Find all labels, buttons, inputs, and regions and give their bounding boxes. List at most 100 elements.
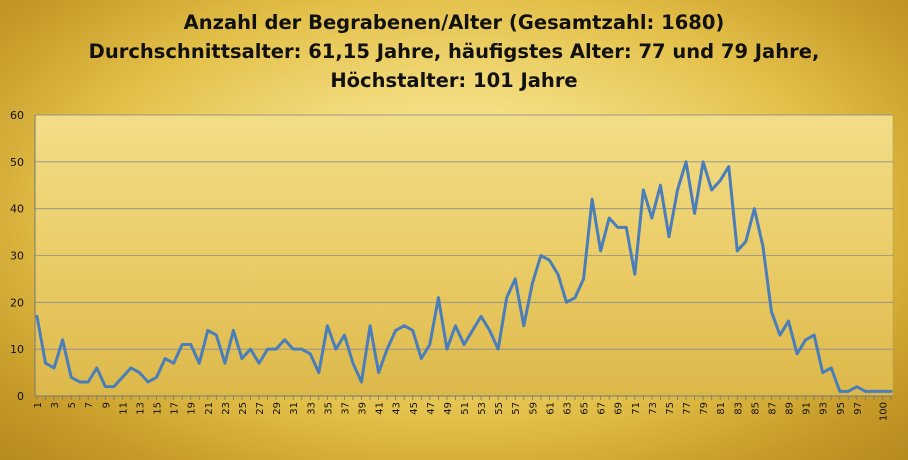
x-tick-label: 67 bbox=[597, 402, 608, 415]
x-tick-label: 7 bbox=[84, 402, 95, 408]
data-point bbox=[830, 366, 833, 370]
data-point bbox=[249, 347, 252, 351]
y-tick-label: 40 bbox=[10, 203, 24, 216]
x-tick-label: 61 bbox=[545, 402, 556, 415]
data-point bbox=[317, 371, 321, 374]
data-point bbox=[326, 324, 329, 327]
data-point bbox=[411, 329, 414, 332]
data-point bbox=[360, 380, 363, 384]
x-tick-label: 97 bbox=[853, 402, 864, 415]
x-tick-label: 11 bbox=[118, 402, 129, 415]
data-point bbox=[69, 376, 73, 379]
data-point bbox=[539, 254, 543, 257]
data-point bbox=[121, 376, 124, 379]
data-point bbox=[198, 362, 201, 365]
data-point bbox=[445, 347, 449, 351]
data-point bbox=[616, 226, 619, 229]
data-point bbox=[437, 296, 440, 299]
data-point bbox=[462, 343, 466, 346]
data-point bbox=[343, 333, 346, 337]
data-point bbox=[78, 380, 81, 384]
data-point bbox=[471, 329, 474, 332]
data-point bbox=[650, 216, 654, 220]
x-tick-label: 100 bbox=[878, 402, 889, 421]
x-tick-label: 41 bbox=[375, 402, 386, 415]
x-tick-label: 65 bbox=[580, 402, 591, 415]
x-tick-label: 53 bbox=[477, 402, 488, 415]
x-tick-label: 39 bbox=[358, 402, 369, 415]
data-point bbox=[266, 347, 269, 351]
x-tick-label: 27 bbox=[255, 402, 266, 415]
data-point bbox=[847, 390, 850, 393]
data-point bbox=[292, 347, 295, 351]
data-point bbox=[838, 390, 841, 393]
y-tick-label: 30 bbox=[10, 250, 24, 263]
data-point bbox=[300, 347, 303, 351]
data-point bbox=[87, 380, 90, 384]
data-point bbox=[215, 333, 218, 337]
data-point bbox=[548, 258, 551, 262]
data-point bbox=[710, 188, 713, 192]
y-tick-label: 50 bbox=[10, 156, 24, 169]
data-point bbox=[872, 390, 876, 393]
data-point bbox=[753, 207, 756, 210]
x-tick-label: 71 bbox=[631, 402, 642, 415]
data-point bbox=[565, 301, 568, 304]
x-tick-label: 79 bbox=[699, 402, 710, 415]
data-point bbox=[223, 362, 227, 365]
x-tick-label: 33 bbox=[306, 402, 317, 415]
data-point bbox=[778, 333, 782, 337]
data-point bbox=[599, 249, 602, 253]
x-tick-label: 87 bbox=[767, 402, 778, 415]
x-tick-label: 1 bbox=[33, 402, 44, 408]
x-tick-label: 47 bbox=[426, 402, 437, 415]
x-tick-label: 83 bbox=[733, 402, 744, 415]
x-tick-label: 23 bbox=[221, 402, 232, 415]
data-point bbox=[283, 338, 286, 341]
data-point bbox=[35, 315, 39, 318]
data-point bbox=[514, 277, 517, 281]
x-tick-label: 51 bbox=[460, 402, 471, 415]
x-tick-label: 75 bbox=[665, 402, 676, 415]
data-point bbox=[607, 216, 611, 220]
data-point bbox=[334, 347, 338, 351]
data-point bbox=[95, 366, 98, 370]
data-point bbox=[676, 188, 679, 192]
x-tick-label: 5 bbox=[67, 402, 78, 408]
data-point bbox=[727, 165, 730, 168]
data-point bbox=[146, 380, 150, 384]
chart-title: Anzahl der Begrabenen/Alter (Gesamtzahl:… bbox=[0, 8, 908, 95]
data-point bbox=[112, 385, 116, 388]
data-point bbox=[309, 352, 312, 356]
data-point bbox=[377, 371, 380, 374]
data-point bbox=[385, 347, 389, 351]
data-point bbox=[155, 376, 158, 379]
data-point bbox=[394, 329, 397, 332]
data-point bbox=[701, 160, 705, 164]
data-point bbox=[582, 277, 585, 281]
data-point bbox=[488, 329, 491, 332]
x-tick-label: 3 bbox=[50, 402, 61, 408]
x-tick-label: 89 bbox=[785, 402, 796, 415]
x-tick-label: 21 bbox=[204, 402, 215, 415]
x-tick-label: 55 bbox=[494, 402, 505, 415]
y-tick-label: 10 bbox=[10, 343, 24, 356]
title-line-2: Durchschnittsalter: 61,15 Jahre, häufigs… bbox=[88, 40, 820, 63]
x-tick-label: 73 bbox=[648, 402, 659, 415]
x-tick-label: 85 bbox=[750, 402, 761, 415]
x-tick-label: 59 bbox=[528, 402, 539, 415]
data-point bbox=[232, 329, 235, 332]
data-point bbox=[633, 273, 636, 276]
data-point bbox=[795, 352, 799, 356]
data-point bbox=[864, 390, 867, 393]
x-tick-label: 93 bbox=[819, 402, 830, 415]
x-tick-label: 81 bbox=[716, 402, 727, 415]
data-point bbox=[642, 188, 645, 192]
data-point bbox=[531, 282, 534, 285]
x-tick-label: 69 bbox=[614, 402, 625, 415]
x-tick-label: 45 bbox=[409, 402, 420, 415]
x-tick-label: 57 bbox=[511, 402, 522, 415]
data-point bbox=[428, 343, 432, 346]
title-line-3: Höchstalter: 101 Jahre bbox=[330, 69, 578, 92]
data-point bbox=[522, 324, 525, 327]
